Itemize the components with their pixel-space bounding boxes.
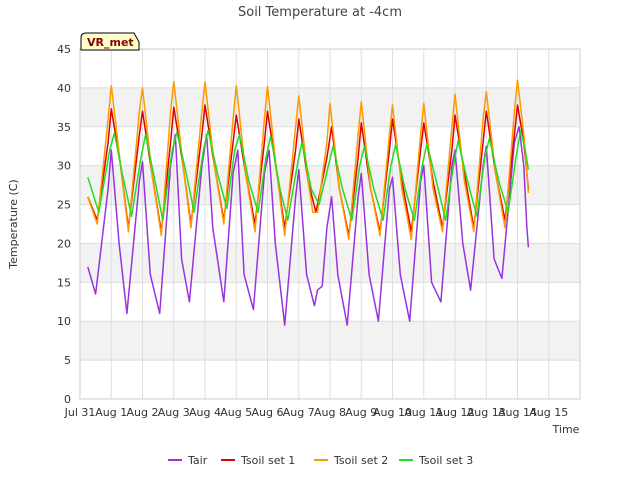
y-tick-label: 10 xyxy=(57,315,71,328)
y-tick-label: 15 xyxy=(57,276,71,289)
x-tick-label: Aug 5 xyxy=(220,406,252,419)
x-tick-label: Aug 6 xyxy=(252,406,284,419)
x-tick-label: Aug 4 xyxy=(189,406,221,419)
station-badge: VR_met xyxy=(80,32,140,51)
x-tick-label: Aug 13 xyxy=(467,406,506,419)
x-tick-label: Aug 2 xyxy=(127,406,159,419)
x-tick-label: Aug 10 xyxy=(373,406,412,419)
legend-label: Tsoil set 3 xyxy=(418,454,473,467)
x-tick-label: Aug 14 xyxy=(498,406,537,419)
x-tick-label: Aug 7 xyxy=(283,406,315,419)
x-tick-label: Aug 11 xyxy=(404,406,443,419)
y-axis-label: Temperature (C) xyxy=(7,179,20,269)
y-tick-label: 0 xyxy=(64,393,71,406)
y-tick-label: 25 xyxy=(57,199,71,212)
x-tick-label: Jul 31 xyxy=(64,406,96,419)
legend-label: Tair xyxy=(187,454,208,467)
x-tick-label: Aug 12 xyxy=(436,406,475,419)
x-tick-label: Aug 15 xyxy=(529,406,568,419)
chart-title: Soil Temperature at -4cm xyxy=(238,5,402,20)
y-tick-label: 5 xyxy=(64,354,71,367)
y-tick-label: 20 xyxy=(57,237,71,250)
x-tick-label: Aug 1 xyxy=(95,406,127,419)
y-tick-label: 45 xyxy=(57,43,71,56)
legend-item-tsoil-set-2: Tsoil set 2 xyxy=(314,454,388,467)
legend-item-tsoil-set-3: Tsoil set 3 xyxy=(399,454,473,467)
x-axis-ticks: Jul 31 Aug 1 Aug 2 Aug 3 Aug 4 Aug 5 Aug 6 Aug … xyxy=(64,406,569,419)
plot-frame xyxy=(79,48,581,400)
x-tick-label: Aug 3 xyxy=(158,406,190,419)
series-line-tsoil-set-3 xyxy=(87,129,530,221)
y-axis-ticks: 0 5 10 15 20 25 30 35 40 45 xyxy=(57,43,71,406)
series-lines xyxy=(87,79,530,326)
legend-item-tsoil-set-1: Tsoil set 1 xyxy=(221,454,295,467)
badge-label: VR_met xyxy=(87,36,134,49)
x-tick-label: Aug 8 xyxy=(314,406,346,419)
legend: Tair Tsoil set 1 Tsoil set 2 Tsoil set 3 xyxy=(168,454,473,467)
legend-label: Tsoil set 1 xyxy=(240,454,295,467)
legend-item-tair: Tair xyxy=(168,454,208,467)
y-tick-label: 35 xyxy=(57,121,71,134)
series-line-tsoil-set-2 xyxy=(87,79,530,241)
y-tick-label: 40 xyxy=(57,82,71,95)
y-tick-label: 30 xyxy=(57,160,71,173)
x-axis-label: Time xyxy=(552,423,580,436)
legend-label: Tsoil set 2 xyxy=(333,454,388,467)
x-tick-label: Aug 9 xyxy=(345,406,377,419)
badge-shape xyxy=(80,32,140,51)
